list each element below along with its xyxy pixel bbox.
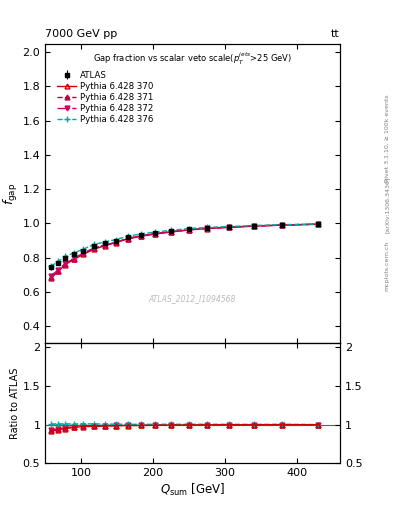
- Text: mcplots.cern.ch: mcplots.cern.ch: [385, 241, 390, 291]
- Text: 7000 GeV pp: 7000 GeV pp: [45, 29, 118, 39]
- Y-axis label: $f_\mathrm{gap}$: $f_\mathrm{gap}$: [2, 182, 20, 205]
- Text: ATLAS_2012_I1094568: ATLAS_2012_I1094568: [149, 294, 236, 303]
- Text: Gap fraction vs scalar veto scale($p_T^{jets}$>25 GeV): Gap fraction vs scalar veto scale($p_T^{…: [93, 51, 292, 67]
- Y-axis label: Ratio to ATLAS: Ratio to ATLAS: [10, 368, 20, 439]
- Text: [arXiv:1306.3436]: [arXiv:1306.3436]: [385, 177, 390, 233]
- Text: tt: tt: [331, 29, 340, 39]
- X-axis label: $Q_\mathrm{sum}\ [\mathrm{GeV}]$: $Q_\mathrm{sum}\ [\mathrm{GeV}]$: [160, 482, 225, 499]
- Text: Rivet 3.1.10, ≥ 100k events: Rivet 3.1.10, ≥ 100k events: [385, 94, 390, 182]
- Legend: ATLAS, Pythia 6.428 370, Pythia 6.428 371, Pythia 6.428 372, Pythia 6.428 376: ATLAS, Pythia 6.428 370, Pythia 6.428 37…: [55, 69, 154, 126]
